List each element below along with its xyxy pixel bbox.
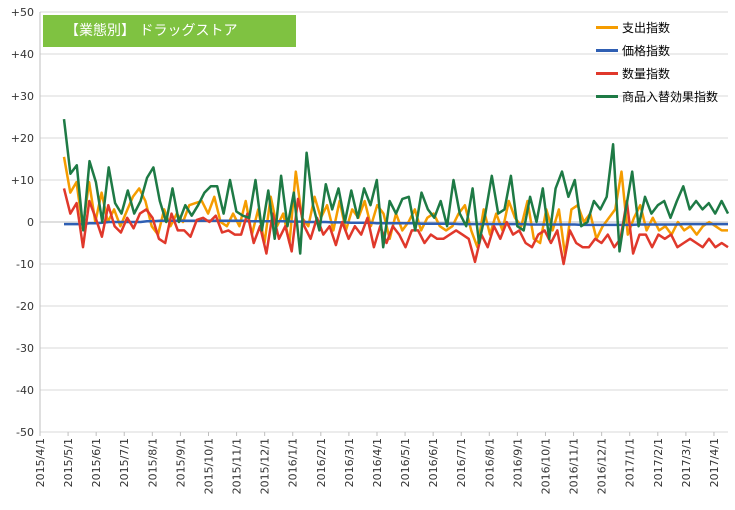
series-lines (62, 118, 730, 266)
legend-label-spending: 支出指数 (622, 21, 671, 35)
x-tick-label: 2015/12/1 (259, 438, 272, 494)
x-axis: 2015/4/1 2015/5/1 2015/6/1 2015/7/1 2015/8/1… (34, 432, 721, 494)
legend-swatch-spending (596, 26, 618, 29)
x-tick-label: 2016/12/1 (596, 438, 609, 494)
x-tick-label: 2016/5/1 (399, 438, 412, 487)
x-tick-label: 2015/9/1 (174, 438, 187, 487)
y-tick-label: -10 (16, 258, 34, 271)
x-tick-label: 2016/4/1 (371, 438, 384, 487)
x-tick-label: 2015/8/1 (146, 438, 159, 487)
x-tick-label: 2015/7/1 (118, 438, 131, 487)
legend-item-price: 価格指数 (596, 39, 718, 62)
x-tick-label: 2015/6/1 (90, 438, 103, 487)
x-tick-label: 2016/2/1 (315, 438, 328, 487)
x-tick-label: 2016/1/1 (287, 438, 300, 487)
x-tick-label: 2016/11/1 (568, 438, 581, 494)
x-tick-label: 2016/8/1 (483, 438, 496, 487)
x-tick-label: 2016/10/1 (539, 438, 552, 494)
y-tick-label: 0 (27, 216, 34, 229)
legend-item-substitution: 商品入替効果指数 (596, 85, 718, 108)
x-tick-label: 2017/4/1 (708, 438, 721, 487)
x-tick-label: 2016/6/1 (427, 438, 440, 487)
y-tick-label: -20 (16, 300, 34, 313)
legend-label-quantity: 数量指数 (622, 67, 671, 81)
x-tick-label: 2016/9/1 (511, 438, 524, 487)
legend-swatch-price (596, 49, 618, 52)
y-tick-label: +40 (11, 48, 34, 61)
legend-swatch-substitution (596, 95, 618, 98)
y-axis: +50 +40 +30 +20 +10 0 -10 -20 -30 -40 -50 (11, 6, 34, 439)
series-line-substitution (62, 118, 730, 255)
legend-item-spending: 支出指数 (596, 16, 718, 39)
y-tick-label: +50 (11, 6, 34, 19)
y-tick-label: -50 (16, 426, 34, 439)
x-tick-label: 2017/1/1 (624, 438, 637, 487)
x-tick-label: 2017/3/1 (680, 438, 693, 487)
y-tick-label: +20 (11, 132, 34, 145)
y-tick-label: -30 (16, 342, 34, 355)
x-tick-label: 2017/2/1 (652, 438, 665, 487)
x-tick-label: 2015/11/1 (231, 438, 244, 494)
y-tick-label: +10 (11, 174, 34, 187)
y-tick-label: +30 (11, 90, 34, 103)
x-tick-label: 2016/3/1 (343, 438, 356, 487)
series-line-quantity (62, 188, 729, 266)
legend-item-quantity: 数量指数 (596, 62, 718, 85)
legend-label-substitution: 商品入替効果指数 (622, 90, 719, 104)
legend: 支出指数 価格指数 数量指数 商品入替効果指数 (596, 16, 718, 108)
x-tick-label: 2015/5/1 (62, 438, 75, 487)
legend-label-price: 価格指数 (622, 44, 671, 58)
chart-badge: 【業態別】 ドラッグストア (43, 15, 296, 47)
x-tick-label: 2016/7/1 (455, 438, 468, 487)
legend-swatch-quantity (596, 72, 618, 75)
y-tick-label: -40 (16, 384, 34, 397)
x-tick-label: 2015/10/1 (202, 438, 215, 494)
x-tick-label: 2015/4/1 (34, 438, 47, 487)
